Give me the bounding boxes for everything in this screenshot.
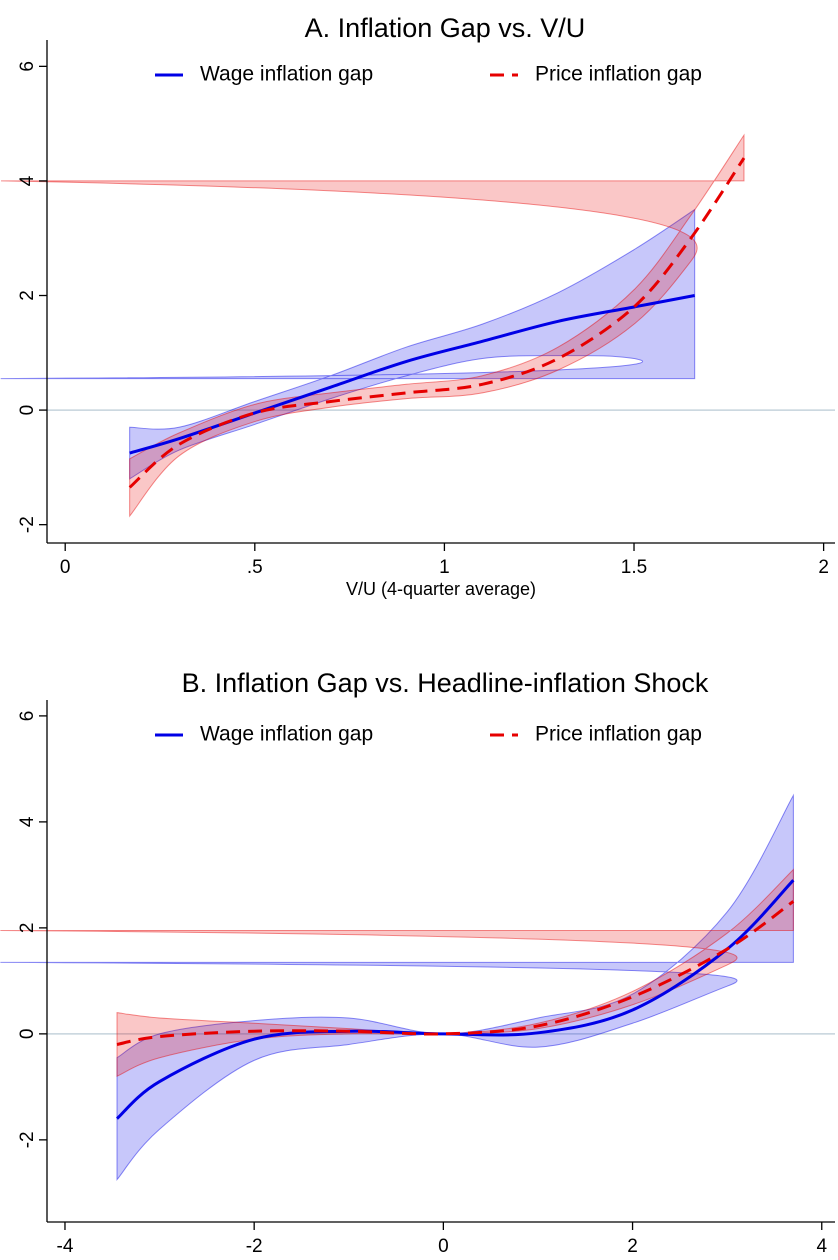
legend-label: Wage inflation gap bbox=[200, 63, 373, 86]
confidence-band bbox=[0, 208, 696, 480]
x-tick-label: 1.5 bbox=[621, 557, 647, 578]
x-tick-label: 4 bbox=[816, 1236, 827, 1257]
chart-title: A. Inflation Gap vs. V/U bbox=[305, 13, 586, 43]
legend-label: Price inflation gap bbox=[535, 63, 702, 86]
x-tick-label: 0 bbox=[438, 1236, 449, 1257]
series-line bbox=[115, 879, 795, 1120]
x-tick-label: -2 bbox=[246, 1236, 263, 1257]
y-tick-label: -2 bbox=[17, 516, 38, 533]
legend-label: Wage inflation gap bbox=[200, 723, 373, 746]
x-tick-label: 0 bbox=[60, 557, 71, 578]
y-tick-label: -2 bbox=[17, 1131, 38, 1148]
y-tick-label: 6 bbox=[17, 711, 38, 722]
x-axis-title: H (4-quarter average) bbox=[354, 1258, 527, 1260]
y-tick-label: 4 bbox=[17, 816, 38, 827]
y-tick-label: 2 bbox=[17, 290, 38, 301]
x-tick-label: 2 bbox=[627, 1236, 638, 1257]
x-tick-label: 2 bbox=[818, 557, 829, 578]
y-tick-label: 2 bbox=[17, 923, 38, 934]
confidence-band bbox=[0, 793, 794, 1181]
series-line bbox=[116, 900, 795, 1046]
legend-label: Price inflation gap bbox=[535, 723, 702, 746]
x-tick-label: -4 bbox=[57, 1236, 74, 1257]
confidence-band bbox=[0, 868, 794, 1078]
x-tick-label: 1 bbox=[439, 557, 450, 578]
x-tick-label: .5 bbox=[247, 557, 263, 578]
y-tick-label: 6 bbox=[17, 61, 38, 72]
series-line bbox=[128, 157, 746, 489]
y-tick-label: 4 bbox=[17, 175, 38, 186]
chart-title: B. Inflation Gap vs. Headline-inflation … bbox=[182, 668, 709, 698]
confidence-band bbox=[0, 133, 745, 518]
y-tick-label: 0 bbox=[17, 405, 38, 416]
y-tick-label: 0 bbox=[17, 1029, 38, 1040]
x-axis-title: V/U (4-quarter average) bbox=[346, 579, 536, 599]
